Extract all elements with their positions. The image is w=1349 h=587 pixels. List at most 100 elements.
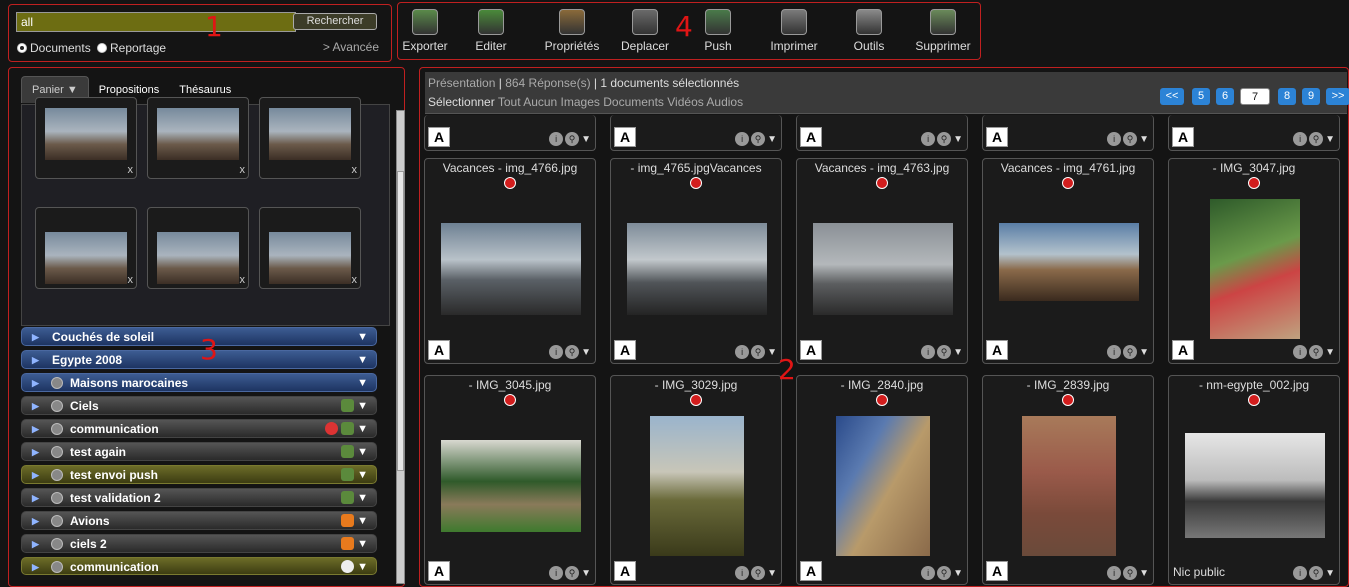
dropdown-arrow-icon[interactable]: ▼ <box>357 354 368 366</box>
card-image[interactable] <box>836 416 930 556</box>
basket-item[interactable]: ▶ test validation 2 ▼ <box>21 488 377 507</box>
remove-icon[interactable]: x <box>239 164 246 176</box>
dropdown-arrow-icon[interactable]: ▼ <box>357 377 368 389</box>
menu-arrow-icon[interactable]: ▼ <box>581 346 591 358</box>
zoom-icon[interactable]: ⚲ <box>565 566 580 580</box>
expand-arrow-icon[interactable]: ▶ <box>32 493 39 503</box>
zoom-icon[interactable]: ⚲ <box>1123 345 1138 359</box>
remove-icon[interactable]: x <box>351 164 358 176</box>
basket-thumb[interactable]: x <box>147 207 249 289</box>
card-image[interactable] <box>999 223 1139 301</box>
dropdown-arrow-icon[interactable]: ▼ <box>357 515 368 527</box>
basket-thumb[interactable]: x <box>259 97 361 179</box>
info-icon[interactable]: i <box>735 566 750 580</box>
toolbar-properties-button[interactable]: Propriétés <box>535 9 609 53</box>
result-card[interactable]: - nm-egypte_002.jpg Nic public i ⚲ ▼ <box>1168 375 1340 585</box>
toolbar-push-button[interactable]: Push <box>681 9 755 53</box>
toolbar-print-button[interactable]: Imprimer <box>757 9 831 53</box>
basket-thumb[interactable]: x <box>147 97 249 179</box>
card-image[interactable] <box>1210 199 1300 339</box>
menu-arrow-icon[interactable]: ▼ <box>1325 567 1335 579</box>
info-icon[interactable]: i <box>921 132 936 146</box>
select-options[interactable]: Tout Aucun Images Documents Vidéos Audio… <box>497 95 744 109</box>
expand-arrow-icon[interactable]: ▶ <box>32 539 39 549</box>
search-button[interactable]: Rechercher <box>293 13 377 30</box>
zoom-icon[interactable]: ⚲ <box>937 566 952 580</box>
expand-arrow-icon[interactable]: ▶ <box>32 401 39 411</box>
toolbar-move-button[interactable]: Deplacer <box>608 9 682 53</box>
zoom-icon[interactable]: ⚲ <box>1123 132 1138 146</box>
basket-item[interactable]: ▶ Egypte 2008 ▼ <box>21 350 377 369</box>
page-5[interactable]: 5 <box>1192 88 1210 105</box>
dropdown-arrow-icon[interactable]: ▼ <box>357 400 368 412</box>
zoom-icon[interactable]: ⚲ <box>565 345 580 359</box>
scrollbar-thumb[interactable] <box>397 171 404 471</box>
card-image[interactable] <box>441 440 581 532</box>
info-icon[interactable]: i <box>921 566 936 580</box>
zoom-icon[interactable]: ⚲ <box>751 345 766 359</box>
basket-item[interactable]: ▶ ciels 2 ▼ <box>21 534 377 553</box>
expand-arrow-icon[interactable]: ▶ <box>32 562 39 572</box>
basket-item[interactable]: ▶ Maisons marocaines ▼ <box>21 373 377 392</box>
page-first[interactable]: << <box>1160 88 1184 105</box>
info-icon[interactable]: i <box>735 345 750 359</box>
card-image[interactable] <box>627 223 767 315</box>
basket-item[interactable]: ▶ test again ▼ <box>21 442 377 461</box>
search-input[interactable] <box>16 12 296 32</box>
menu-arrow-icon[interactable]: ▼ <box>1139 133 1149 145</box>
basket-item[interactable]: ▶ communication ▼ <box>21 419 377 438</box>
info-icon[interactable]: i <box>549 566 564 580</box>
page-9[interactable]: 9 <box>1302 88 1320 105</box>
basket-item[interactable]: ▶ communication ▼ <box>21 557 377 575</box>
dropdown-arrow-icon[interactable]: ▼ <box>357 446 368 458</box>
basket-item[interactable]: ▶ Ciels ▼ <box>21 396 377 415</box>
remove-icon[interactable]: x <box>351 274 358 286</box>
page-8[interactable]: 8 <box>1278 88 1296 105</box>
menu-arrow-icon[interactable]: ▼ <box>767 567 777 579</box>
toolbar-tools-button[interactable]: Outils <box>832 9 906 53</box>
menu-arrow-icon[interactable]: ▼ <box>581 133 591 145</box>
menu-arrow-icon[interactable]: ▼ <box>953 346 963 358</box>
presentation-link[interactable]: Présentation <box>428 76 496 90</box>
card-image[interactable] <box>813 223 953 315</box>
zoom-icon[interactable]: ⚲ <box>937 345 952 359</box>
tab-propositions[interactable]: Propositions <box>98 84 160 96</box>
info-icon[interactable]: i <box>921 345 936 359</box>
menu-arrow-icon[interactable]: ▼ <box>1325 346 1335 358</box>
zoom-icon[interactable]: ⚲ <box>1309 345 1324 359</box>
info-icon[interactable]: i <box>1293 566 1308 580</box>
menu-arrow-icon[interactable]: ▼ <box>581 567 591 579</box>
basket-item[interactable]: ▶ test envoi push ▼ <box>21 465 377 484</box>
card-image[interactable] <box>1185 433 1325 538</box>
zoom-icon[interactable]: ⚲ <box>565 132 580 146</box>
info-icon[interactable]: i <box>1107 566 1122 580</box>
zoom-icon[interactable]: ⚲ <box>751 132 766 146</box>
dropdown-arrow-icon[interactable]: ▼ <box>357 469 368 481</box>
menu-arrow-icon[interactable]: ▼ <box>767 346 777 358</box>
expand-arrow-icon[interactable]: ▶ <box>32 332 39 342</box>
info-icon[interactable]: i <box>735 132 750 146</box>
expand-arrow-icon[interactable]: ▶ <box>32 378 39 388</box>
expand-arrow-icon[interactable]: ▶ <box>32 355 39 365</box>
tab-thesaurus[interactable]: Thésaurus <box>179 84 232 96</box>
remove-icon[interactable]: x <box>127 164 134 176</box>
remove-icon[interactable]: x <box>239 274 246 286</box>
dropdown-arrow-icon[interactable]: ▼ <box>357 492 368 504</box>
zoom-icon[interactable]: ⚲ <box>1309 132 1324 146</box>
expand-arrow-icon[interactable]: ▶ <box>32 447 39 457</box>
dropdown-arrow-icon[interactable]: ▼ <box>357 561 368 573</box>
advanced-search-link[interactable]: > Avancée <box>322 40 379 54</box>
page-7[interactable]: 7 <box>1240 88 1270 105</box>
basket-thumb[interactable]: x <box>35 97 137 179</box>
radio-documents[interactable]: Documents <box>17 41 91 55</box>
